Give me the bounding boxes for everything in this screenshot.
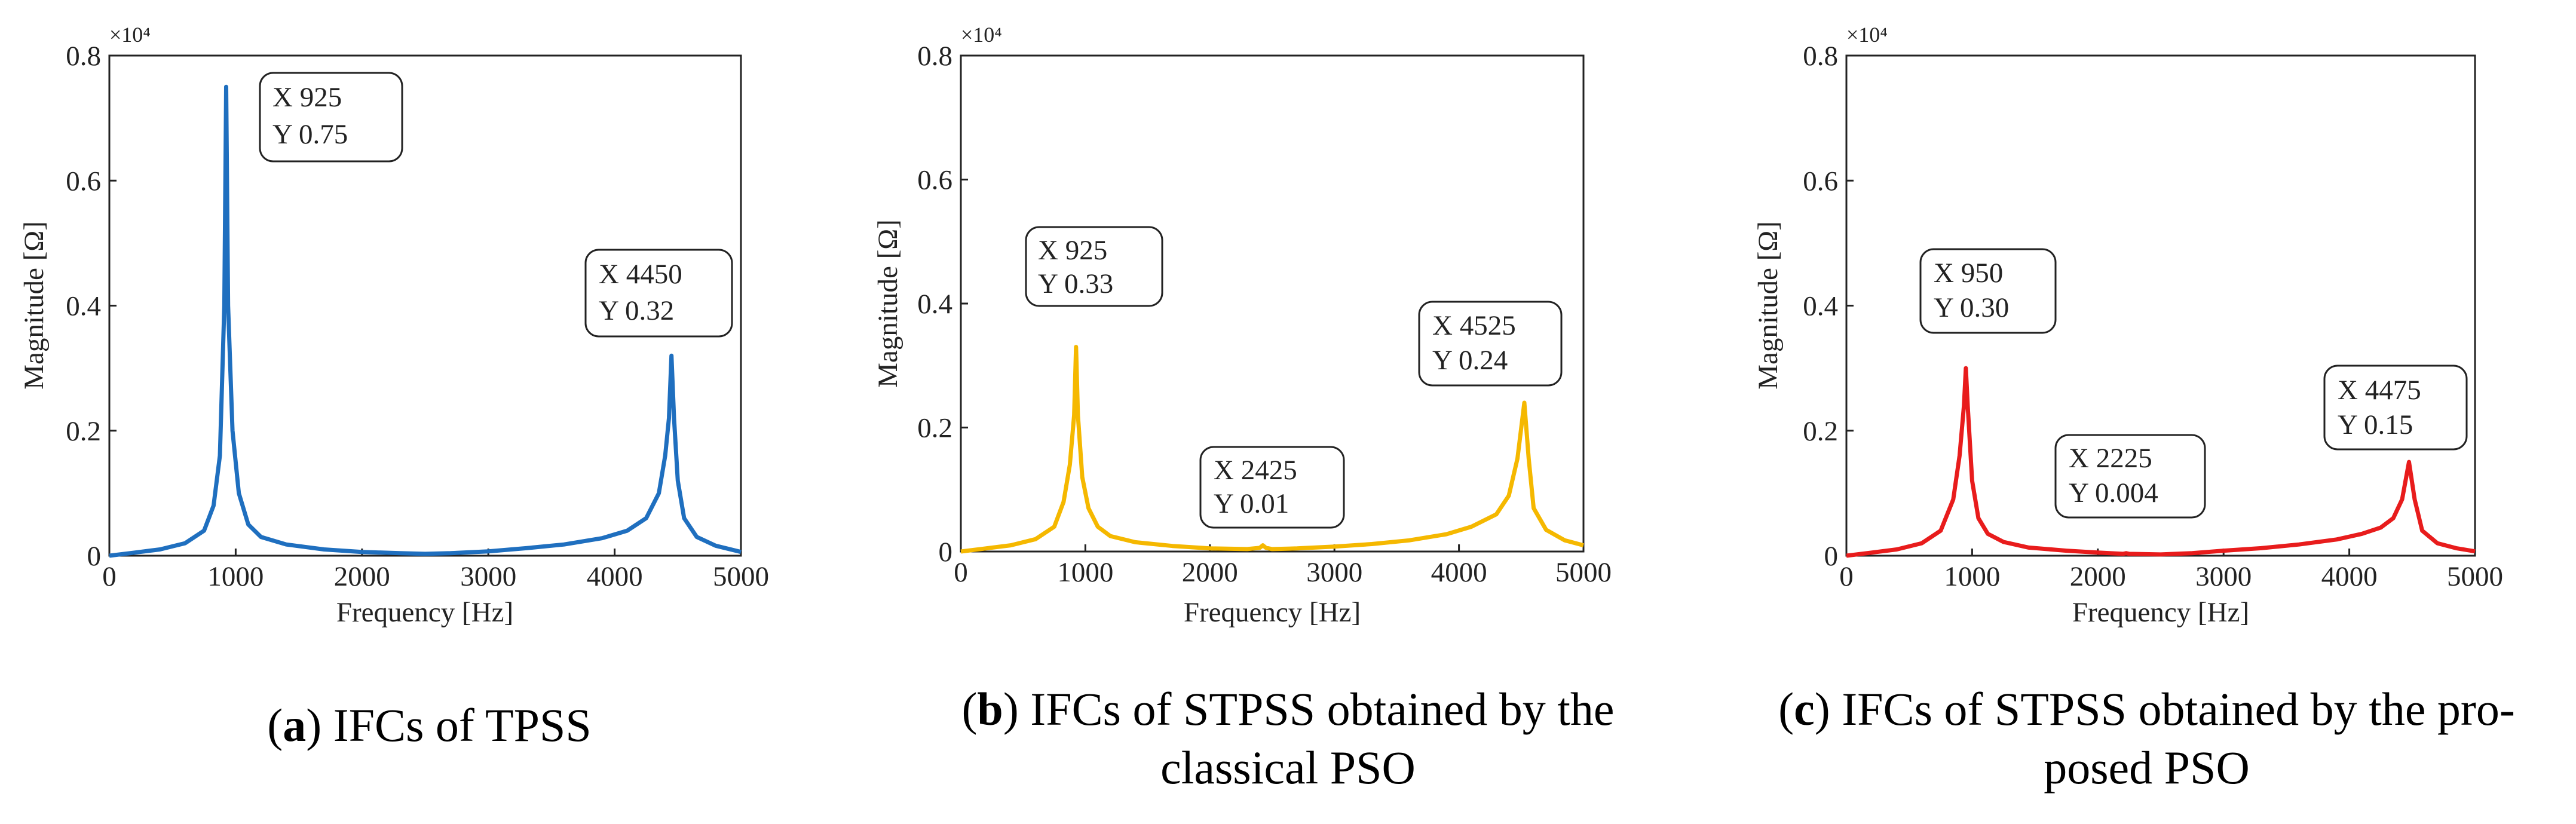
x-tick-label: 5000 — [1555, 557, 1612, 588]
annotation-y: Y 0.75 — [272, 119, 348, 150]
y-tick-label: 0.6 — [1803, 166, 1838, 197]
x-tick-label: 4000 — [2321, 561, 2378, 592]
panel-a: ×10⁴ Frequency [Hz] Magnitude [Ω] 0 1000 2… — [0, 0, 859, 824]
annotation-y: Y 0.33 — [1038, 268, 1113, 299]
y-tick-label: 0.8 — [1803, 41, 1838, 72]
caption-b: (b) IFCs of STPSS obtained by the classic… — [961, 683, 1615, 794]
annotation-y: Y 0.01 — [1214, 488, 1289, 519]
annotation-box: X 4450 Y 0.32 — [584, 249, 733, 338]
x-tick-label: 2000 — [334, 561, 390, 592]
annotation-box: X 925 Y 0.33 — [1025, 226, 1163, 307]
annotation-box: X 4475 Y 0.15 — [2323, 364, 2468, 451]
x-tick-label: 2000 — [1182, 557, 1238, 588]
x-tick-label: 1000 — [207, 561, 264, 592]
annotation-box: X 950 Y 0.30 — [1919, 248, 2057, 334]
y-tick-label: 0 — [87, 541, 102, 572]
x-axis-label: Frequency [Hz] — [1184, 597, 1361, 628]
panel-b: ×10⁴ Frequency [Hz] Magnitude [Ω] 0 1000 2… — [859, 0, 1717, 824]
y-axis-label: Magnitude [Ω] — [19, 221, 50, 390]
y-axis-label: Magnitude [Ω] — [872, 219, 903, 388]
y-tick-label: 0.6 — [66, 166, 101, 197]
x-tick-label: 0 — [954, 557, 968, 588]
x-tick-label: 3000 — [460, 561, 516, 592]
annotation-y: Y 0.15 — [2338, 409, 2413, 440]
x-tick-label: 0 — [102, 561, 117, 592]
y-exponent-label: ×10⁴ — [109, 23, 151, 47]
axis-ticks: 0 1000 2000 3000 4000 5000 0 0.2 0.4 0.6 0.8 — [66, 41, 769, 592]
x-axis-label: Frequency [Hz] — [336, 597, 513, 628]
caption-a: (a) IFCs of TPSS — [267, 699, 592, 751]
annotation-y: Y 0.004 — [2069, 477, 2158, 509]
axis-ticks: 0 1000 2000 3000 4000 5000 0 0.2 0.4 0.6 0.8 — [917, 41, 1612, 588]
annotation-x: X 4475 — [2338, 375, 2421, 406]
chart-a: ×10⁴ Frequency [Hz] Magnitude [Ω] 0 1000 2… — [19, 23, 769, 628]
x-tick-label: 0 — [1839, 561, 1854, 592]
annotation-box: X 2425 Y 0.01 — [1199, 446, 1345, 529]
y-tick-label: 0.4 — [917, 289, 952, 320]
x-tick-label: 5000 — [713, 561, 769, 592]
annotation-x: X 925 — [1038, 235, 1107, 266]
y-exponent-label: ×10⁴ — [1846, 23, 1888, 47]
annotation-y: Y 0.30 — [1934, 292, 2009, 323]
y-tick-label: 0.2 — [66, 416, 101, 447]
y-tick-label: 0.6 — [917, 165, 952, 196]
y-tick-label: 0.2 — [917, 413, 952, 444]
annotation-x: X 925 — [272, 82, 342, 113]
annotation-box: X 925 Y 0.75 — [259, 72, 403, 163]
y-tick-label: 0.4 — [66, 291, 101, 322]
x-tick-label: 3000 — [2195, 561, 2252, 592]
x-tick-label: 3000 — [1306, 557, 1362, 588]
chart-c: ×10⁴ Frequency [Hz] Magnitude [Ω] 0 1000 2… — [1753, 23, 2503, 628]
axis-ticks: 0 1000 2000 3000 4000 5000 0 0.2 0.4 0.6 0.8 — [1803, 41, 2503, 592]
x-tick-label: 2000 — [2070, 561, 2126, 592]
x-tick-label: 1000 — [1944, 561, 2000, 592]
y-tick-label: 0 — [1824, 541, 1839, 572]
y-tick-label: 0.8 — [917, 41, 952, 72]
y-axis-label: Magnitude [Ω] — [1753, 221, 1784, 390]
annotation-box: X 2225 Y 0.004 — [2054, 434, 2206, 519]
annotation-y: Y 0.24 — [1432, 345, 1508, 376]
y-tick-label: 0.2 — [1803, 416, 1838, 447]
series-line — [960, 345, 1584, 554]
panel-c: ×10⁴ Frequency [Hz] Magnitude [Ω] 0 1000 2… — [1717, 0, 2576, 824]
annotation-x: X 2225 — [2069, 443, 2152, 474]
x-tick-label: 4000 — [1431, 557, 1487, 588]
annotation-x: X 4450 — [599, 259, 682, 290]
caption-c: (c) IFCs of STPSS obtained by the pro-po… — [1778, 683, 2515, 794]
annotation-x: X 950 — [1934, 258, 2003, 289]
y-tick-label: 0.4 — [1803, 291, 1838, 322]
y-tick-label: 0 — [939, 537, 953, 568]
annotation-x: X 2425 — [1214, 455, 1297, 486]
x-axis-label: Frequency [Hz] — [2072, 597, 2249, 628]
annotation-x: X 4525 — [1432, 310, 1516, 341]
annotation-y: Y 0.32 — [599, 295, 674, 326]
x-tick-label: 4000 — [587, 561, 643, 592]
y-exponent-label: ×10⁴ — [961, 23, 1002, 47]
series-line — [109, 84, 742, 558]
series-line — [1846, 366, 2476, 558]
x-tick-label: 1000 — [1057, 557, 1113, 588]
annotation-box: X 4525 Y 0.24 — [1418, 301, 1563, 387]
y-tick-label: 0.8 — [66, 41, 101, 72]
x-tick-label: 5000 — [2447, 561, 2503, 592]
chart-b: ×10⁴ Frequency [Hz] Magnitude [Ω] 0 1000 2… — [872, 23, 1612, 628]
